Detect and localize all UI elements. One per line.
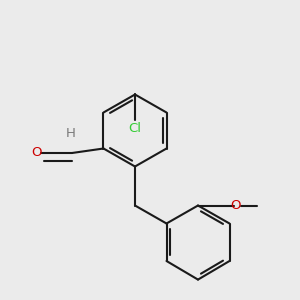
Text: O: O bbox=[230, 199, 241, 212]
Text: H: H bbox=[66, 127, 75, 140]
Text: O: O bbox=[32, 146, 42, 160]
Text: Cl: Cl bbox=[128, 122, 142, 136]
